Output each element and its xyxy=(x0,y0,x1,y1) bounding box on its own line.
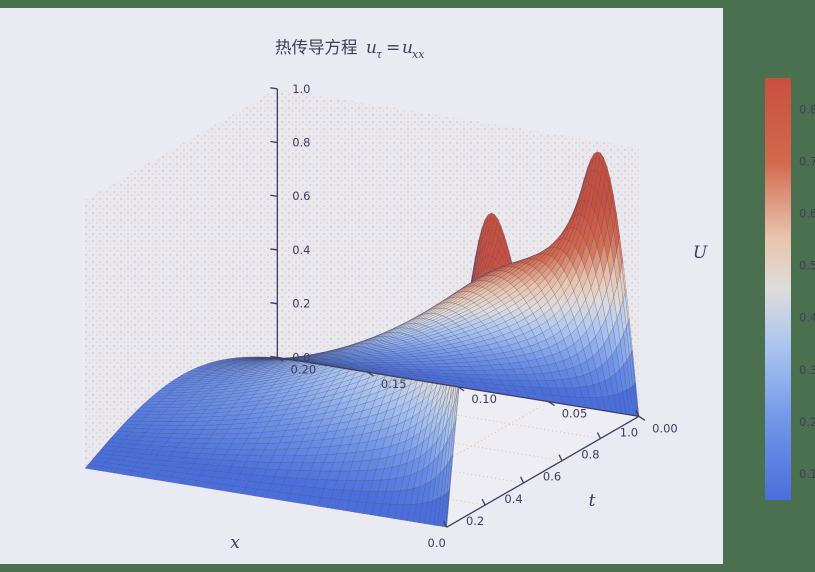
colorbar-gradient xyxy=(765,78,791,500)
xtick-1: 0.2 xyxy=(466,514,484,528)
colorbar-tick-5: 0.6 xyxy=(799,206,815,220)
xtick-2: 0.4 xyxy=(504,492,522,506)
title-formula: u xyxy=(366,38,377,58)
ztick-5: 1.0 xyxy=(292,82,310,96)
colorbar-tick-0: 0.1 xyxy=(799,467,815,481)
colorbar-tick-3: 0.4 xyxy=(799,311,815,325)
axis-spines xyxy=(270,87,646,528)
axis-tick-labels: 0.00.20.40.60.81.0 0.000.050.100.150.200.… xyxy=(230,82,708,553)
ztick-4: 0.8 xyxy=(292,136,310,150)
ytick-4: 0.20 xyxy=(291,362,317,376)
title-formula-tau: τ xyxy=(376,48,383,61)
title-formula-rhs: u xyxy=(402,38,413,58)
xtick-4: 0.8 xyxy=(581,448,599,462)
xtick-5: 1.0 xyxy=(620,425,638,439)
ylabel: t xyxy=(589,491,596,511)
ytick-2: 0.10 xyxy=(471,392,497,406)
title-svg: 热传导方程 u τ = u xx xyxy=(275,38,425,61)
xlabel: x xyxy=(230,533,240,553)
colorbar-ticks: 0.1 0.2 0.3 0.4 0.5 0.6 0.7 0.8 xyxy=(799,102,815,481)
colorbar-tick-6: 0.7 xyxy=(799,154,815,168)
ztick-0: 0.0 xyxy=(292,350,310,364)
xtick-3: 0.6 xyxy=(543,470,561,484)
plot-svg: 0.00.20.40.60.81.0 0.000.050.100.150.200.… xyxy=(84,82,708,553)
colorbar[interactable]: 0.1 0.2 0.3 0.4 0.5 0.6 0.7 0.8 xyxy=(723,0,815,572)
colorbar-tick-2: 0.3 xyxy=(799,363,815,377)
ytick-3: 0.15 xyxy=(381,377,407,391)
ztick-2: 0.4 xyxy=(292,243,310,257)
title-formula-xx: xx xyxy=(412,48,425,61)
page-title: 热传导方程 xyxy=(275,38,358,57)
ytick-0: 0.00 xyxy=(652,421,678,435)
xtick-0: 0.0 xyxy=(428,536,446,550)
colorbar-tick-1: 0.2 xyxy=(799,415,815,429)
figure-panel: 0.0 0.2 0.4 0.6 0.8 1.0 0.00 0.05 0.10 0.15 0.20 0.… xyxy=(0,8,723,564)
colorbar-tick-4: 0.5 xyxy=(799,259,815,273)
surface-mesh xyxy=(84,151,640,528)
ytick-1: 0.05 xyxy=(562,407,588,421)
colorbar-tick-7: 0.8 xyxy=(799,102,815,116)
ztick-1: 0.2 xyxy=(292,297,310,311)
zlabel: U xyxy=(693,243,708,263)
title-formula-equals: = xyxy=(386,38,400,58)
ztick-3: 0.6 xyxy=(292,189,310,203)
